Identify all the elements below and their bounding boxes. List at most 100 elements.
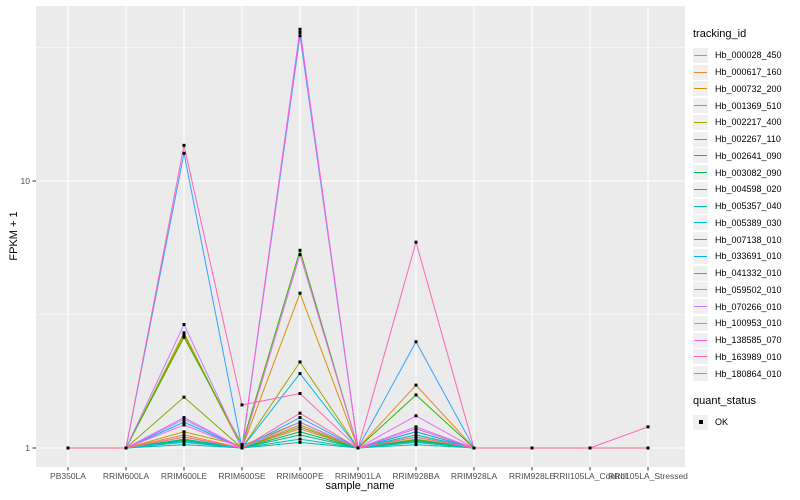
legend-line-icon xyxy=(694,255,707,257)
data-point xyxy=(414,435,418,439)
legend-key-swatch xyxy=(693,315,708,331)
y-tick-label: 1 xyxy=(25,443,30,453)
legend-title-quant-status: quant_status xyxy=(693,395,756,407)
data-point xyxy=(298,27,302,31)
data-point xyxy=(182,437,186,441)
legend-line-icon xyxy=(694,172,707,174)
data-point xyxy=(298,30,302,34)
legend-label: Hb_002641_090 xyxy=(715,150,782,161)
x-tick-label: RRIM600LE xyxy=(161,471,208,481)
legend-key-swatch xyxy=(693,165,708,181)
legend-label: Hb_000732_200 xyxy=(715,83,782,94)
legend: tracking_id Hb_000028_450 Hb_000617_160 Hb… xyxy=(693,28,799,431)
x-tick-label: RRIM600PE xyxy=(276,471,324,481)
legend-entry-Hb_138585_070: Hb_138585_070 xyxy=(693,332,799,349)
legend-entry-Hb_002641_090: Hb_002641_090 xyxy=(693,148,799,165)
legend-key-swatch xyxy=(693,299,708,315)
legend-entry-Hb_000028_450: Hb_000028_450 xyxy=(693,47,799,64)
legend-entry-ok: OK xyxy=(693,414,799,431)
data-point xyxy=(414,340,418,344)
data-point xyxy=(298,420,302,424)
data-point xyxy=(414,414,418,418)
legend-label: Hb_041332_010 xyxy=(715,268,782,279)
legend-entry-Hb_070266_010: Hb_070266_010 xyxy=(693,298,799,315)
data-point xyxy=(182,420,186,424)
legend-entry-Hb_004598_020: Hb_004598_020 xyxy=(693,181,799,198)
data-point xyxy=(240,443,244,447)
data-point xyxy=(414,383,418,387)
legend-line-icon xyxy=(694,222,707,224)
data-point xyxy=(298,440,302,444)
data-point xyxy=(182,439,186,443)
data-point xyxy=(298,411,302,415)
data-point xyxy=(414,433,418,437)
legend-key-swatch xyxy=(693,282,708,298)
legend-label: Hb_070266_010 xyxy=(715,301,782,312)
data-point xyxy=(182,335,186,339)
legend-key-swatch xyxy=(693,366,708,382)
data-point xyxy=(240,446,244,450)
legend-entries: Hb_000028_450 Hb_000617_160 Hb_000732_200 H… xyxy=(693,47,799,382)
legend-line-icon xyxy=(694,54,707,56)
x-tick-label: RRII105LA_Stressed xyxy=(608,471,688,481)
ok-square-icon xyxy=(698,420,703,425)
legend-label: Hb_000617_160 xyxy=(715,67,782,78)
data-point xyxy=(182,443,186,447)
data-point xyxy=(182,395,186,399)
data-point xyxy=(414,425,418,429)
data-point xyxy=(414,240,418,244)
legend-label: Hb_002267_110 xyxy=(715,134,781,145)
legend-entry-Hb_163989_010: Hb_163989_010 xyxy=(693,349,799,366)
data-point xyxy=(588,446,592,450)
legend-key-swatch xyxy=(693,349,708,365)
legend-entry-Hb_001369_510: Hb_001369_510 xyxy=(693,97,799,114)
plot-panel xyxy=(36,6,685,467)
y-tick-label: 10 xyxy=(21,176,31,186)
data-point xyxy=(298,416,302,420)
data-point xyxy=(66,446,70,450)
data-point xyxy=(182,435,186,439)
legend-label: Hb_004598_020 xyxy=(715,184,782,195)
data-point xyxy=(414,427,418,431)
legend-line-icon xyxy=(694,339,707,341)
legend-entry-Hb_041332_010: Hb_041332_010 xyxy=(693,265,799,282)
x-tick-label: RRIM928LA xyxy=(451,471,498,481)
data-point xyxy=(182,416,186,420)
data-point xyxy=(182,423,186,427)
legend-line-icon xyxy=(694,138,707,140)
legend-label: Hb_005389_030 xyxy=(715,217,782,228)
data-point xyxy=(298,253,302,257)
legend-entry-Hb_100953_010: Hb_100953_010 xyxy=(693,315,799,332)
x-tick-label: RRIM600SE xyxy=(218,471,266,481)
legend-key-swatch xyxy=(693,232,708,248)
data-point xyxy=(298,427,302,431)
data-point xyxy=(182,433,186,437)
data-point xyxy=(646,425,650,429)
legend-entry-Hb_000732_200: Hb_000732_200 xyxy=(693,81,799,98)
data-point xyxy=(298,372,302,376)
legend-title-tracking-id: tracking_id xyxy=(693,28,747,40)
legend-entry-Hb_005357_040: Hb_005357_040 xyxy=(693,198,799,215)
data-point xyxy=(298,291,302,295)
legend-key-swatch xyxy=(693,181,708,197)
legend-key-swatch xyxy=(693,98,708,114)
data-point xyxy=(182,417,186,421)
x-tick-label: RRIM928BA xyxy=(392,471,440,481)
legend-line-icon xyxy=(694,306,707,308)
legend-key-swatch xyxy=(693,198,708,214)
data-point xyxy=(472,446,476,450)
x-tick-label: RRIM901LA xyxy=(335,471,382,481)
data-point xyxy=(240,403,244,407)
legend-label: Hb_163989_010 xyxy=(715,351,782,362)
legend-label: Hb_001369_510 xyxy=(715,100,782,111)
legend-key-swatch xyxy=(693,131,708,147)
legend-entry-Hb_033691_010: Hb_033691_010 xyxy=(693,248,799,265)
legend-key-swatch xyxy=(693,215,708,231)
legend-key-swatch xyxy=(693,332,708,348)
data-point xyxy=(182,151,186,155)
x-tick-label: RRIM600LA xyxy=(103,471,150,481)
legend-label-ok: OK xyxy=(715,417,729,428)
legend-line-icon xyxy=(694,155,707,157)
